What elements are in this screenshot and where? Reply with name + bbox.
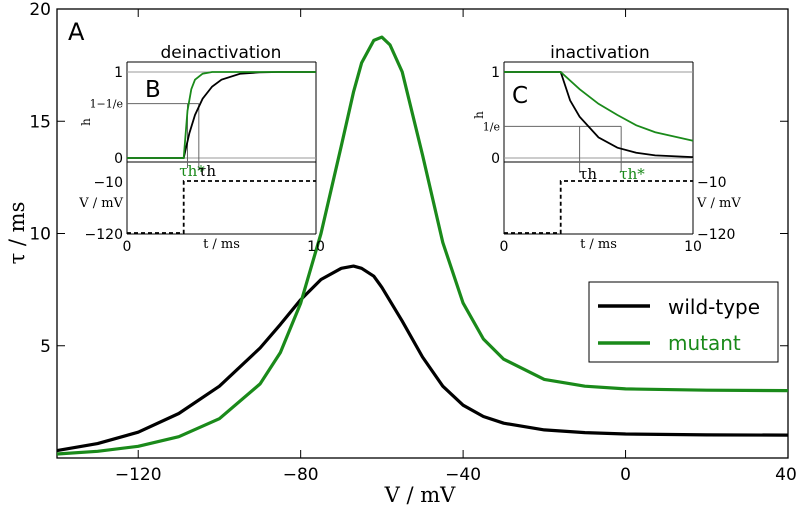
x-tick-label: −80 xyxy=(283,465,319,485)
h-curve-mutant xyxy=(504,71,694,142)
v-tick-label-high: −10 xyxy=(93,175,123,191)
legend-label-mutant: mutant xyxy=(668,331,741,355)
h-axis-label: h xyxy=(79,118,93,126)
h-tick-label-1: 1 xyxy=(491,65,500,81)
voltage-step-trace xyxy=(127,180,316,234)
v-axis-label: V / mV xyxy=(696,196,741,211)
tau-h-annotation: τh xyxy=(198,162,216,180)
y-tick-label: 5 xyxy=(40,337,51,357)
tau-h-star-annotation: τh* xyxy=(179,162,205,180)
y-tick-label: 20 xyxy=(29,0,51,20)
inset-b-title: deinactivation xyxy=(161,43,282,63)
h-curve-mutant xyxy=(127,71,316,159)
h-tick-label-0: 0 xyxy=(491,151,500,167)
x-tick-label: −40 xyxy=(445,465,481,485)
inset-x-tick-label: 10 xyxy=(307,239,325,255)
panel-label-b: B xyxy=(145,77,161,103)
v-tick-label-low: −120 xyxy=(85,227,123,243)
panel-label-c: C xyxy=(512,83,528,109)
v-tick-label-high: −10 xyxy=(697,175,727,191)
x-tick-label: 40 xyxy=(775,465,797,485)
inset-x-tick-label: 0 xyxy=(500,239,509,255)
inset-b-background xyxy=(127,62,316,234)
legend: wild-type mutant xyxy=(588,281,779,363)
panel-label-a: A xyxy=(68,18,85,46)
main-x-axis-label: V / mV xyxy=(384,483,457,505)
h-tick-label-0: 0 xyxy=(114,151,123,167)
y-tick-label: 15 xyxy=(29,112,51,132)
h-tick-label-mid: 1−1/e xyxy=(90,98,123,111)
inset-c-title: inactivation xyxy=(550,43,650,63)
main-y-axis-label: τ / ms xyxy=(5,202,29,265)
h-axis-label: h xyxy=(472,111,486,119)
inset-x-tick-label: 10 xyxy=(684,239,702,255)
series-line-mutant xyxy=(56,35,789,456)
v-axis-label: V / mV xyxy=(78,196,123,211)
tau-h-star-annotation: τh* xyxy=(619,165,645,183)
tau-h-annotation: τh xyxy=(579,165,597,183)
inset-c-background xyxy=(504,62,693,234)
inset-x-axis-label: t / ms xyxy=(580,237,617,252)
inset-c: inactivation C 0 10 t / ms h 1 1/e 0 V / mV −10 −… xyxy=(472,43,741,255)
series-line-wild-type xyxy=(56,264,789,453)
h-tick-label-1: 1 xyxy=(114,65,123,81)
legend-box xyxy=(588,281,779,363)
h-tick-label-mid: 1/e xyxy=(483,120,500,133)
legend-label-wild-type: wild-type xyxy=(668,295,760,319)
inset-x-tick-label: 0 xyxy=(123,239,132,255)
inset-b: deinactivation B 0 10 t / ms h 1 1−1/e 0 V / mV… xyxy=(78,43,325,255)
x-tick-label: −120 xyxy=(115,465,162,485)
voltage-step-trace xyxy=(504,180,693,234)
y-tick-label: 10 xyxy=(29,225,51,245)
h-curve-wild-type xyxy=(504,71,694,158)
x-tick-label: 0 xyxy=(620,465,631,485)
inset-x-axis-label: t / ms xyxy=(203,237,240,252)
v-tick-label-low: −120 xyxy=(697,227,735,243)
